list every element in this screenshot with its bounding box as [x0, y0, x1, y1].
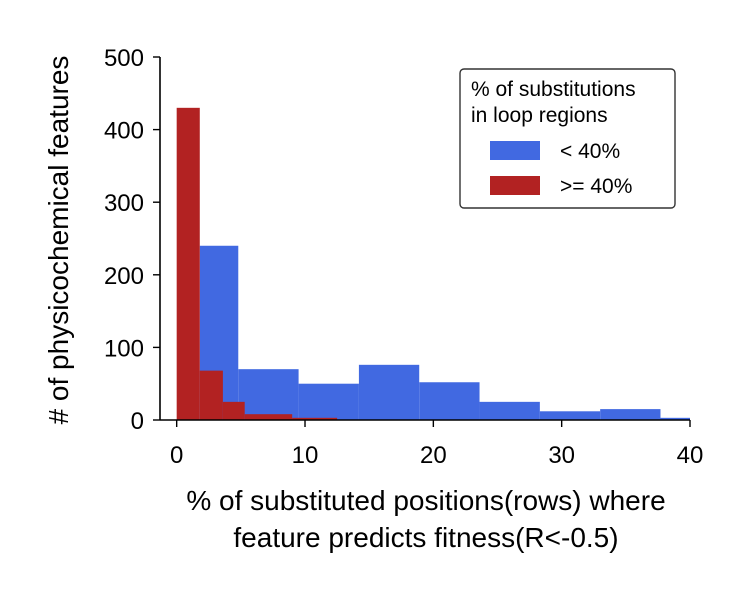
- bar-series-1-bin-2: [222, 401, 245, 420]
- bar-series-0-bin-6: [539, 411, 601, 420]
- bar-series-0-bin-7: [600, 409, 661, 420]
- x-axis-title-line-1: % of substituted positions(rows) where: [186, 485, 665, 516]
- legend-swatch-above-40: [490, 176, 540, 195]
- x-tick-label: 40: [677, 442, 704, 469]
- legend-frame: [459, 68, 676, 209]
- legend-label-below-40: < 40%: [560, 140, 620, 163]
- bar-series-0-bin-3: [358, 364, 420, 420]
- bar-series-0-bin-8: [660, 417, 690, 420]
- legend: % of substitutions in loop regions < 40%…: [459, 68, 676, 209]
- y-tick-label: 100: [104, 335, 144, 362]
- bar-series-0-bin-5: [479, 401, 540, 420]
- bar-series-1-bin-0: [176, 107, 200, 420]
- y-tick-label: 300: [104, 190, 144, 217]
- legend-label-above-40: >= 40%: [560, 175, 632, 198]
- x-axis-title-line-2: feature predicts fitness(R<-0.5): [233, 522, 618, 553]
- x-tick-label: 30: [548, 442, 575, 469]
- bar-series-0-bin-1: [238, 369, 299, 420]
- y-tick-label: 0: [131, 408, 144, 435]
- legend-title-line-2: in loop regions: [471, 104, 608, 127]
- bar-series-0-bin-2: [298, 383, 359, 420]
- bar-series-1-bin-1: [199, 370, 223, 420]
- bar-series-1-bin-3: [244, 414, 293, 420]
- bar-series-0-bin-4: [419, 382, 480, 420]
- y-tick-label: 400: [104, 118, 144, 145]
- bar-series-1-bin-4: [292, 417, 338, 420]
- y-tick-label: 200: [104, 263, 144, 290]
- x-tick-label: 20: [420, 442, 447, 469]
- y-axis-title: # of physicochemical features: [43, 56, 74, 425]
- legend-swatch-below-40: [490, 141, 540, 160]
- legend-title-line-1: % of substitutions: [471, 78, 636, 101]
- x-tick-label: 0: [170, 442, 183, 469]
- bars-layer: [176, 107, 690, 420]
- x-tick-label: 10: [292, 442, 319, 469]
- y-tick-label: 500: [104, 45, 144, 72]
